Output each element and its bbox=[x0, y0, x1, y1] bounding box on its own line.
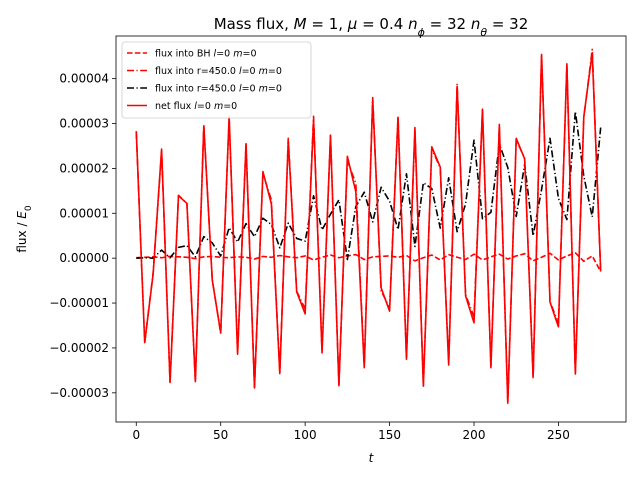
x-tick-label: 250 bbox=[547, 428, 570, 442]
chart_data.legend.2.label_parts-part: m bbox=[259, 84, 268, 95]
chart_data.legend.0.label_parts-part: =0 bbox=[216, 49, 233, 60]
chart_data.ylabel_parts-part: 0 bbox=[24, 205, 34, 211]
x-tick-label: 0 bbox=[132, 428, 140, 442]
chart_data.legend.2.label_parts-part: flux into r=450.0 bbox=[155, 84, 239, 95]
chart_data.title_parts-part: ϕ bbox=[418, 26, 425, 39]
legend-label-1: flux into r=450.0 l=0 m=0 bbox=[155, 66, 282, 77]
chart_data.legend.0.label_parts-part: m bbox=[233, 49, 242, 60]
chart_data.legend.3.label_parts-part: m bbox=[214, 101, 223, 112]
chart_data.legend.3.label_parts-part: net flux bbox=[155, 101, 194, 112]
chart_data.legend.0.label_parts-part: =0 bbox=[242, 49, 256, 60]
series-layer bbox=[135, 48, 602, 404]
x-tick-label: 150 bbox=[378, 428, 401, 442]
legend-label-2: flux into r=450.0 l=0 m=0 bbox=[155, 84, 282, 95]
x-axis-label: t bbox=[369, 451, 375, 465]
series-line-2 bbox=[136, 110, 602, 261]
y-axis-label: flux / E0 bbox=[15, 205, 34, 253]
y-tick-label: 0.00003 bbox=[59, 117, 109, 131]
chart_data.title_parts-part: Mass flux, bbox=[214, 15, 294, 33]
y-tick-label: 0.00000 bbox=[59, 251, 109, 265]
y-tick-label: 0.00004 bbox=[59, 72, 109, 86]
y-axis: −0.00003 −0.00002 −0.00001 0.00000 0.00001 0.… bbox=[49, 72, 116, 400]
y-tick-label: 0.00002 bbox=[59, 161, 109, 175]
chart_data.title_parts-part: n bbox=[471, 15, 481, 33]
x-tick-label: 200 bbox=[463, 428, 486, 442]
chart_data.legend.2.label_parts-part: l bbox=[239, 84, 242, 95]
chart_data.legend.1.label_parts-part: =0 bbox=[242, 66, 259, 77]
x-axis: 0 50 100 150 200 250 bbox=[132, 422, 570, 442]
chart_data.legend.1.label_parts-part: l bbox=[239, 66, 242, 77]
plot-frame bbox=[115, 35, 627, 423]
chart_data.legend.3.label_parts-part: l bbox=[194, 101, 197, 112]
legend-box bbox=[121, 41, 312, 119]
chart-title: Mass flux, M = 1, μ = 0.4 nϕ = 32 nθ = 3… bbox=[214, 15, 529, 39]
legend-label-0: flux into BH l=0 m=0 bbox=[155, 49, 257, 60]
chart_data.legend.1.label_parts-part: m bbox=[259, 66, 268, 77]
chart_data.legend.0.label_parts-part: flux into BH bbox=[155, 49, 214, 60]
chart_data.legend.1.label_parts-part: flux into r=450.0 bbox=[155, 66, 239, 77]
chart_data.ylabel_parts-part: flux / bbox=[15, 219, 29, 253]
chart_data.title_parts-part: μ bbox=[347, 15, 358, 33]
chart_data.title_parts-part: = 0.4 bbox=[357, 15, 408, 33]
series-line-3 bbox=[135, 52, 602, 404]
y-tick-label: −0.00001 bbox=[49, 296, 109, 310]
legend-label-3: net flux l=0 m=0 bbox=[155, 101, 237, 112]
chart_data.title_parts-part: θ bbox=[480, 26, 487, 39]
y-tick-label: −0.00003 bbox=[49, 386, 109, 400]
y-tick-label: −0.00002 bbox=[49, 341, 109, 355]
chart_data.title_parts-part: = 32 bbox=[487, 15, 528, 33]
chart_data.legend.3.label_parts-part: =0 bbox=[223, 101, 237, 112]
chart_data.legend.1.label_parts-part: =0 bbox=[268, 66, 282, 77]
chart_data.legend.3.label_parts-part: =0 bbox=[197, 101, 214, 112]
chart_data.title_parts-part: = 32 bbox=[425, 15, 471, 33]
chart_data.title_parts-part: n bbox=[408, 15, 418, 33]
x-tick-label: 100 bbox=[294, 428, 317, 442]
chart_data.legend.0.label_parts-part: l bbox=[214, 49, 217, 60]
y-tick-label: 0.00001 bbox=[59, 206, 109, 220]
chart_data.title_parts-part: = 1, bbox=[307, 15, 348, 33]
chart_data.title_parts-part: M bbox=[294, 15, 307, 33]
x-tick-label: 50 bbox=[213, 428, 228, 442]
chart_data.ylabel_parts-part: E bbox=[15, 211, 29, 219]
plot-area bbox=[115, 35, 627, 423]
chart_data.legend.2.label_parts-part: =0 bbox=[268, 84, 282, 95]
chart_data.legend.2.label_parts-part: =0 bbox=[242, 84, 259, 95]
